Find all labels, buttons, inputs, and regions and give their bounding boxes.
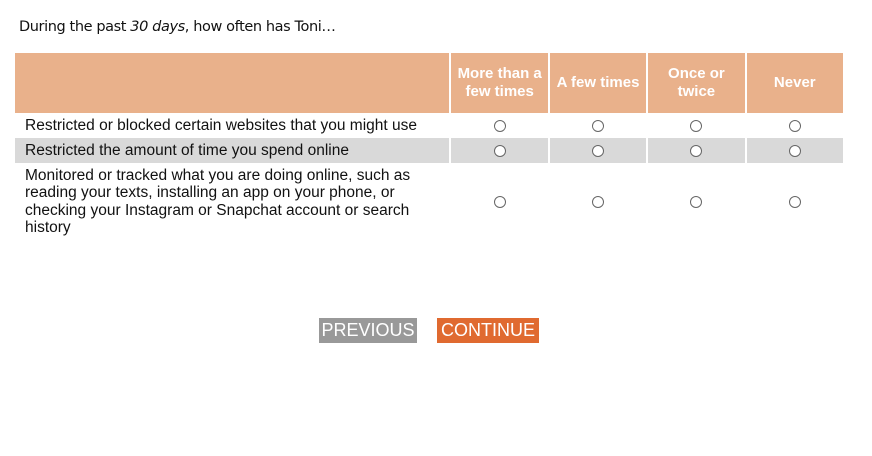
table-row: Monitored or tracked what you are doing … (15, 163, 843, 240)
row-label: Monitored or tracked what you are doing … (25, 166, 411, 237)
question-text: During the past 30 days, how often has T… (19, 19, 336, 35)
question-emphasis: 30 days (130, 19, 185, 35)
header-row: More than a few times A few times Once o… (15, 53, 843, 113)
radio-button[interactable] (493, 144, 506, 157)
col-header: Once or twice (646, 53, 746, 113)
radio-button[interactable] (493, 195, 506, 208)
radio-button[interactable] (690, 144, 703, 157)
radio-button[interactable] (592, 144, 605, 157)
question-prefix: During the past (19, 19, 131, 35)
continue-button[interactable]: CONTINUE (437, 318, 539, 343)
col-header: Never (744, 53, 843, 113)
radio-button[interactable] (493, 119, 506, 132)
previous-button[interactable]: PREVIOUS (319, 318, 417, 343)
radio-button[interactable] (592, 195, 605, 208)
radio-button[interactable] (690, 119, 703, 132)
radio-button[interactable] (690, 195, 703, 208)
matrix-table: More than a few times A few times Once o… (15, 53, 843, 240)
question-suffix: , how often has Toni… (184, 19, 336, 35)
row-label: Restricted or blocked certain websites t… (25, 116, 417, 134)
col-header: A few times (547, 53, 648, 113)
table-row: Restricted the amount of time you spend … (15, 138, 843, 163)
row-label: Restricted the amount of time you spend … (15, 138, 451, 163)
radio-button[interactable] (788, 195, 801, 208)
radio-button[interactable] (592, 119, 605, 132)
table-row: Restricted or blocked certain websites t… (15, 113, 843, 138)
radio-button[interactable] (788, 144, 801, 157)
header-blank (15, 53, 451, 113)
col-header: More than a few times (449, 53, 549, 113)
radio-button[interactable] (788, 119, 801, 132)
